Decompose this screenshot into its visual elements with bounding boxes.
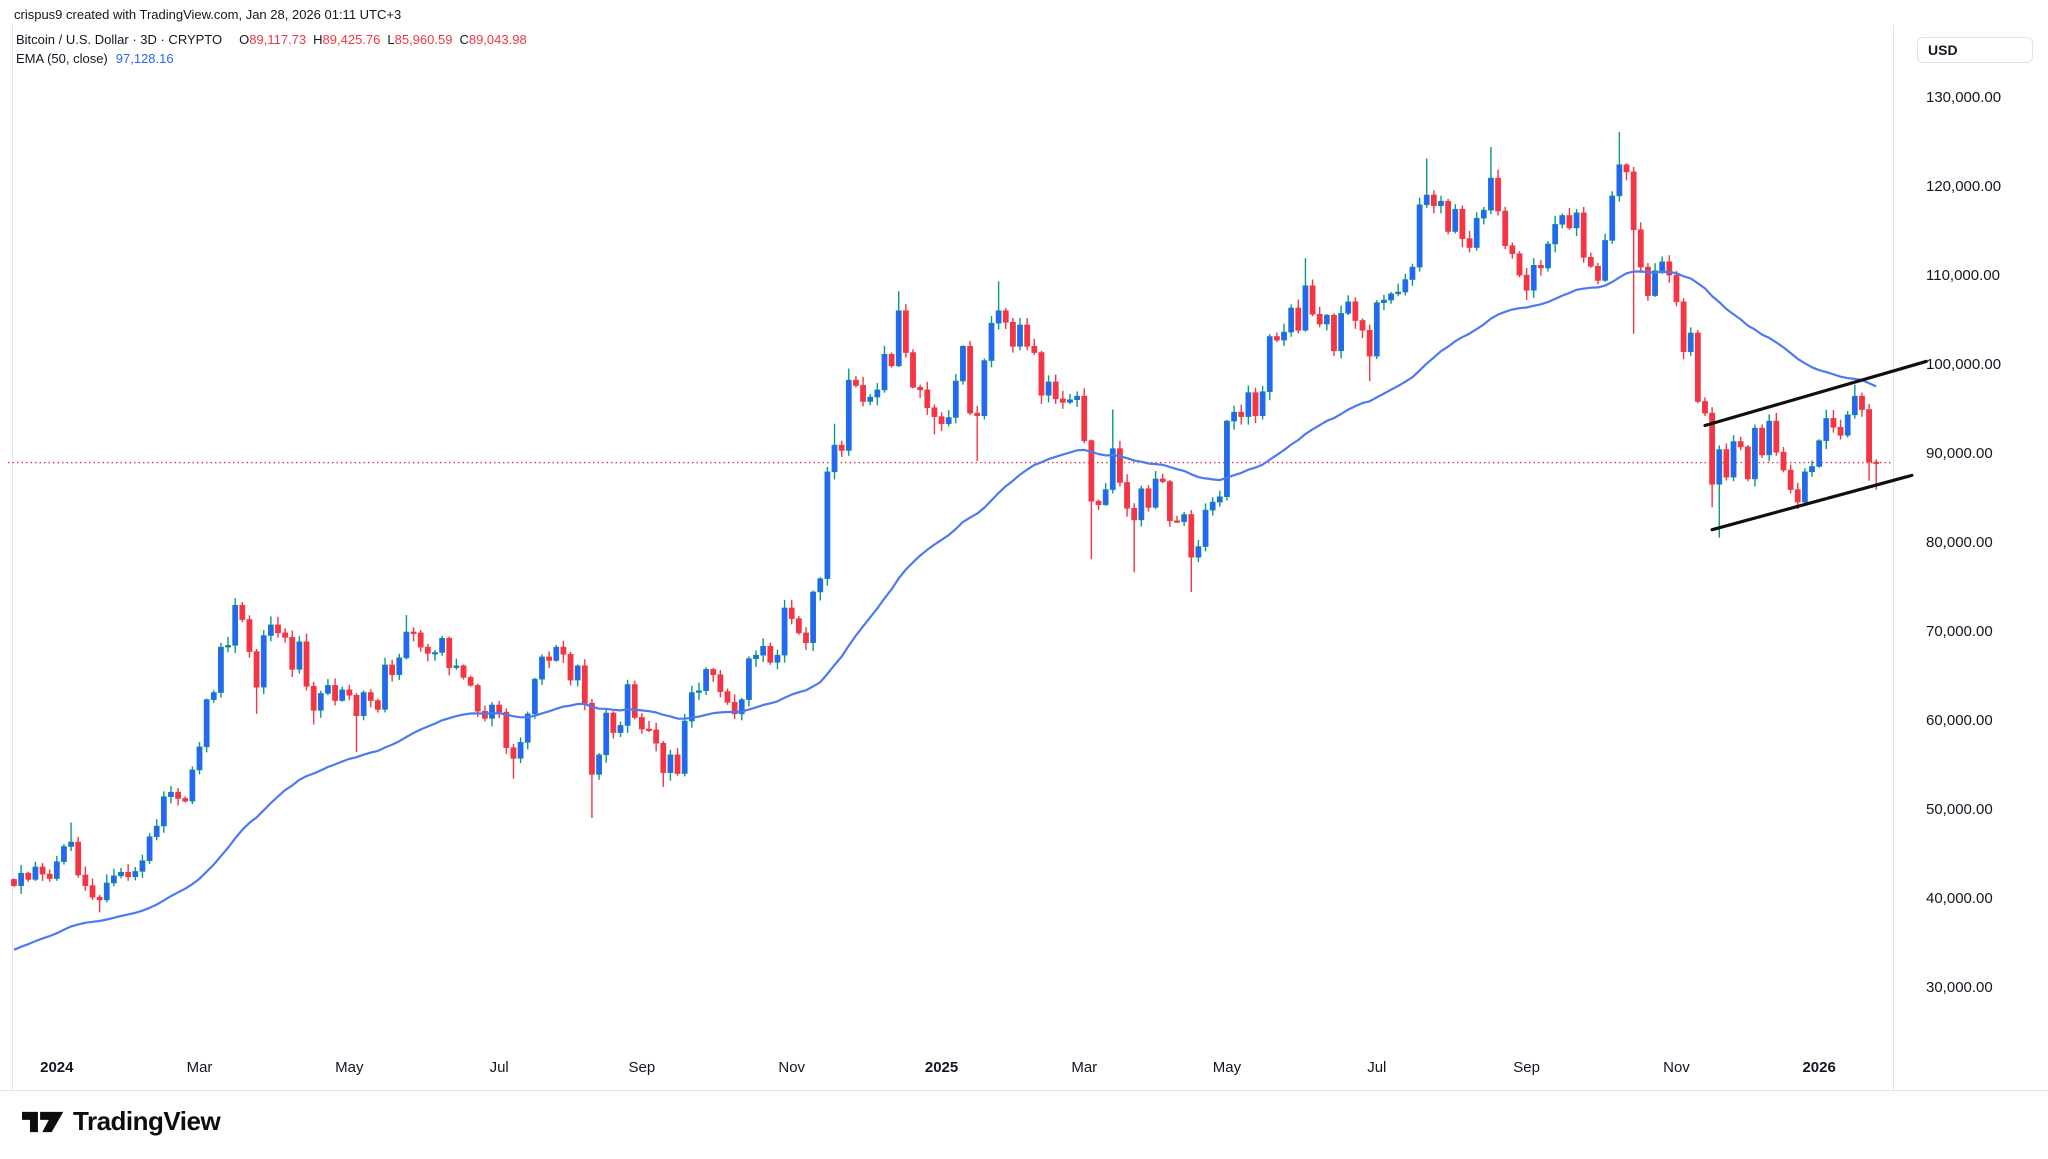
time-tick-label: Nov	[1663, 1059, 1690, 1076]
time-axis[interactable]: 2024 Mar May Jul Sep Nov 2025 Mar May Jul Sep Nov 20…	[0, 1045, 2048, 1090]
ohlc-high-value: 89,425.76	[322, 32, 381, 47]
ohlc-open-label: O	[239, 32, 250, 47]
ema-line	[13, 270, 1877, 951]
ohlc-high-label: H	[313, 32, 323, 47]
indicator-value: 97,128.16	[115, 51, 174, 66]
chart-borders	[0, 25, 2048, 1091]
price-tick-label: 130,000.00	[1926, 89, 2002, 106]
price-tick-label: 90,000.00	[1926, 445, 1993, 462]
attribution-text: crispus9 created with TradingView.com, J…	[14, 7, 402, 22]
candlestick-series	[11, 131, 1880, 913]
time-tick-label: Sep	[628, 1059, 656, 1076]
tradingview-logo[interactable]: TradingView	[22, 1106, 221, 1137]
price-tick-label: 110,000.00	[1926, 267, 2000, 284]
price-tick-label: 30,000.00	[1926, 979, 1993, 996]
price-tick-label: 50,000.00	[1926, 801, 1993, 818]
time-tick-label: May	[335, 1059, 364, 1076]
chart-legend: Bitcoin / U.S. Dollar · 3D · CRYPTO O89,1…	[16, 30, 527, 68]
trend-channel-drawing[interactable]	[1703, 359, 1928, 532]
price-axis[interactable]: USD 130,000.00 120,000.00 110,000.00 100,00…	[1893, 0, 2048, 1090]
indicator-title[interactable]: EMA (50, close)	[16, 51, 108, 66]
tradingview-logo-text: TradingView	[73, 1106, 221, 1136]
time-tick-label: Jul	[489, 1059, 509, 1076]
time-tick-label: Mar	[1071, 1059, 1098, 1076]
legend-symbol-row: Bitcoin / U.S. Dollar · 3D · CRYPTO O89,1…	[16, 30, 527, 49]
time-tick-label: 2026	[1802, 1059, 1836, 1076]
time-tick-label: Jul	[1367, 1059, 1387, 1076]
price-tick-label: 60,000.00	[1926, 712, 1993, 729]
legend-indicator-row: EMA (50, close) 97,128.16	[16, 49, 527, 68]
time-tick-label: Nov	[778, 1059, 806, 1076]
price-tick-label: 120,000.00	[1926, 178, 2002, 195]
price-tick-label: 100,000.00	[1926, 356, 2002, 373]
ohlc-close-value: 89,043.98	[468, 32, 527, 47]
time-tick-label: 2024	[40, 1059, 74, 1076]
time-tick-label: 2025	[924, 1059, 959, 1076]
ohlc-low-value: 85,960.59	[394, 32, 453, 47]
tradingview-logo-icon	[22, 1111, 64, 1132]
price-tick-label: 40,000.00	[1926, 890, 1993, 907]
ohlc-open-value: 89,117.73	[249, 32, 307, 47]
price-tick-label: 70,000.00	[1926, 623, 1993, 640]
time-tick-label: Mar	[186, 1059, 213, 1076]
ohlc-readout: O89,117.73 H89,425.76 L85,960.59 C89,043.98	[232, 32, 527, 47]
currency-button[interactable]: USD	[1917, 37, 2033, 63]
ohlc-low-label: L	[387, 32, 395, 47]
time-tick-label: Sep	[1513, 1059, 1540, 1076]
symbol-title[interactable]: Bitcoin / U.S. Dollar · 3D · CRYPTO	[16, 32, 223, 47]
price-tick-label: 80,000.00	[1926, 534, 1993, 551]
time-tick-label: May	[1212, 1059, 1242, 1076]
ohlc-close-label: C	[459, 32, 469, 47]
